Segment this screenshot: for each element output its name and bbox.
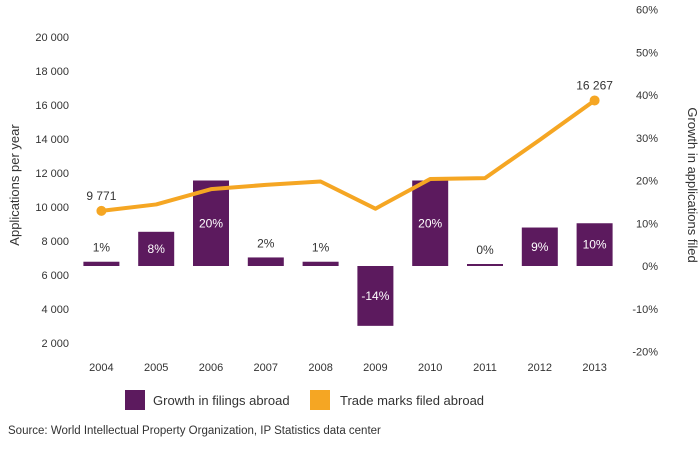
growth-bar (576, 223, 613, 266)
growth-bar (357, 266, 394, 326)
line-series: 9 771 16 267 (86, 78, 613, 216)
growth-bar (412, 180, 449, 266)
growth-bar (247, 257, 284, 266)
left-axis-ticks: 2 000 4 000 6 000 8 000 10 000 12 000 14 000 16… (35, 32, 69, 350)
x-tick-label: 2007 (254, 362, 278, 374)
bar-labels: 1% 8% 20% 2% 1% -14% 20% 0% 9% 10% (93, 216, 607, 303)
right-tick-label: 40% (636, 90, 658, 102)
left-axis-title: Applications per year (7, 124, 22, 246)
right-tick-label: 20% (636, 176, 658, 188)
right-tick-label: -10% (632, 304, 658, 316)
trademarks-line (99, 98, 597, 213)
bar-value-label: -14% (361, 289, 389, 303)
trademarks-point-label: 16 267 (576, 78, 613, 92)
growth-bar (83, 261, 120, 266)
growth-bar (138, 231, 175, 266)
growth-bar (193, 180, 229, 266)
legend-swatch-trademarks (310, 390, 330, 410)
x-tick-label: 2004 (89, 362, 113, 374)
source-note: Source: World Intellectual Property Orga… (8, 425, 381, 437)
bar-value-label: 9% (531, 240, 549, 254)
x-tick-label: 2012 (528, 362, 552, 374)
left-tick-label: 2 000 (41, 338, 69, 350)
legend: Growth in filings abroad Trade marks fil… (125, 390, 484, 410)
x-tick-label: 2011 (473, 362, 497, 374)
left-tick-label: 4 000 (41, 304, 69, 316)
right-axis-title: Growth in applications filed (685, 107, 700, 262)
x-tick-label: 2010 (418, 362, 442, 374)
bar-value-label: 2% (257, 236, 275, 250)
x-tick-label: 2006 (199, 362, 223, 374)
bar-value-label: 1% (93, 241, 111, 255)
right-tick-label: -20% (632, 347, 658, 359)
right-axis-ticks: -20% -10% 0% 10% 20% 30% 40% 50% 60% (632, 5, 658, 359)
legend-swatch-growth (125, 390, 145, 410)
legend-label-growth: Growth in filings abroad (153, 393, 290, 408)
right-tick-label: 10% (636, 218, 658, 230)
bar-value-label: 1% (312, 241, 330, 255)
bar-value-label: 8% (148, 242, 166, 256)
right-tick-label: 30% (636, 133, 658, 145)
left-tick-label: 18 000 (35, 66, 69, 78)
left-tick-label: 20 000 (35, 32, 69, 44)
x-tick-label: 2013 (582, 362, 606, 374)
x-tick-label: 2008 (308, 362, 332, 374)
right-tick-label: 0% (642, 261, 658, 273)
growth-bar (467, 264, 503, 266)
bar-series (83, 180, 613, 326)
trademarks-point-marker (96, 205, 107, 216)
bar-value-label: 0% (476, 243, 494, 257)
left-tick-label: 16 000 (35, 100, 69, 112)
legend-label-trademarks: Trade marks filed abroad (340, 393, 484, 408)
x-axis-ticks: 2004 2005 2006 2007 2008 2009 2010 2011 2012 2013 (89, 362, 607, 374)
x-tick-label: 2009 (363, 362, 387, 374)
x-tick-label: 2005 (144, 362, 168, 374)
right-tick-label: 50% (636, 47, 658, 59)
bar-value-label: 20% (199, 216, 223, 230)
left-tick-label: 6 000 (41, 270, 69, 282)
left-tick-label: 8 000 (41, 236, 69, 248)
left-tick-label: 14 000 (35, 134, 69, 146)
bar-value-label: 10% (583, 238, 607, 252)
right-tick-label: 60% (636, 5, 658, 17)
growth-bar (521, 227, 558, 266)
growth-bar (302, 261, 339, 266)
bar-value-label: 20% (418, 216, 442, 230)
trademarks-point-label: 9 771 (86, 189, 116, 203)
left-tick-label: 10 000 (35, 202, 69, 214)
trademarks-point-marker (589, 95, 600, 106)
left-tick-label: 12 000 (35, 168, 69, 180)
